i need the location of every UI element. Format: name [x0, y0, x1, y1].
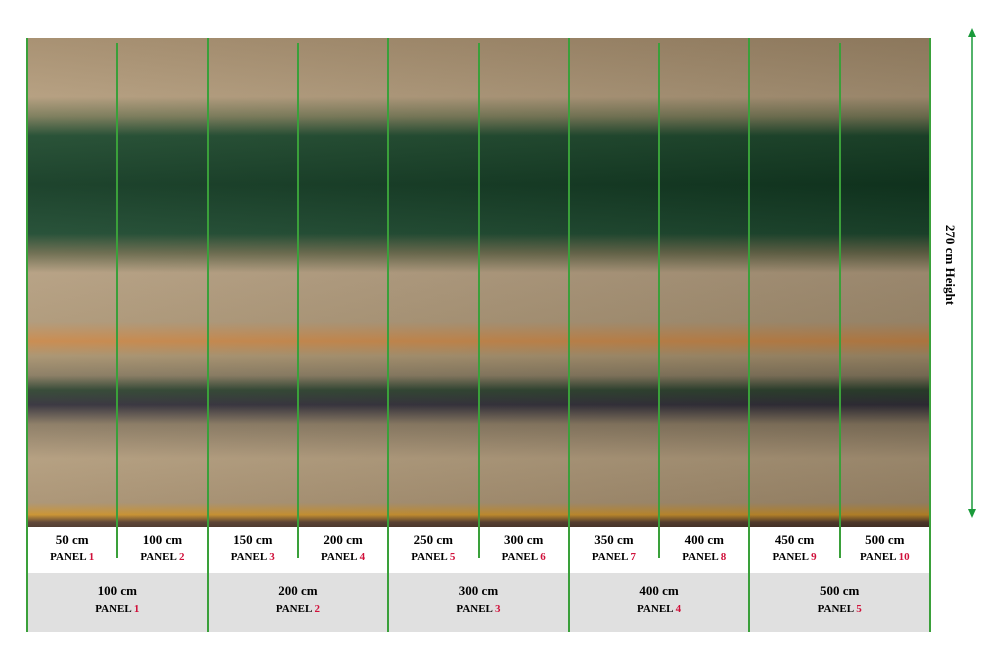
panel-number: 9: [811, 551, 817, 563]
panel-width: 400 cm: [684, 532, 724, 547]
panel-cell: 350 cm PANEL 7: [569, 527, 659, 563]
panel-cell: 450 cm PANEL 9: [749, 527, 839, 563]
panel-cell: 500 cm PANEL 5: [749, 573, 930, 615]
panel-number: 1: [88, 551, 95, 563]
height-label: 270 cm Height: [943, 224, 958, 306]
panel-label: PANEL 8: [659, 551, 749, 563]
panel-label: PANEL 1: [27, 551, 117, 563]
divider-line: [477, 43, 480, 558]
panel-label: PANEL 3: [388, 603, 569, 615]
panel-cell: 100 cm PANEL 1: [27, 573, 208, 615]
panel-number: 10: [898, 551, 910, 563]
panel-number: 3: [269, 551, 275, 563]
panel-label: PANEL 3: [208, 551, 298, 563]
panel-cell: 500 cm PANEL 10: [840, 527, 930, 563]
panel-word: PANEL: [501, 551, 538, 563]
panel-number: 2: [314, 603, 320, 615]
panel-number: 1: [133, 603, 140, 615]
panel-label: PANEL 10: [840, 551, 930, 563]
divider-line: [567, 38, 570, 632]
panel-label: PANEL 4: [298, 551, 388, 563]
panel-width: 300 cm: [503, 532, 544, 547]
divider-line: [929, 38, 931, 632]
divider-line: [748, 38, 751, 632]
panel-cell: 50 cm PANEL 1: [27, 527, 117, 563]
panel-label: PANEL 6: [479, 551, 569, 563]
panel-width: 400 cm: [639, 583, 679, 598]
panel-width: 300 cm: [458, 583, 499, 598]
panel-cell: 150 cm PANEL 3: [208, 527, 298, 563]
panel-number: 2: [179, 551, 185, 563]
small-panels-row: 50 cm PANEL 1 100 cm PANEL 2 150 cm PANEL 3 20…: [27, 527, 930, 573]
panel-word: PANEL: [95, 603, 132, 615]
panel-width: 500 cm: [820, 583, 860, 598]
panel-label: PANEL 7: [569, 551, 659, 563]
panel-cell: 300 cm PANEL 3: [388, 573, 569, 615]
panel-label: PANEL 2: [208, 603, 389, 615]
panel-number: 4: [359, 551, 366, 563]
panel-label: PANEL 1: [27, 603, 208, 615]
divider-line: [26, 38, 28, 632]
panel-width: 200 cm: [323, 532, 363, 547]
divider-line: [658, 43, 661, 558]
panel-width: 450 cm: [774, 532, 815, 547]
panel-word: PANEL: [275, 603, 312, 615]
panel-cell: 250 cm PANEL 5: [388, 527, 478, 563]
panel-width: 100 cm: [142, 532, 183, 547]
panel-word: PANEL: [456, 603, 493, 615]
panel-cell: 100 cm PANEL 2: [117, 527, 207, 563]
panel-label: PANEL 5: [388, 551, 478, 563]
panel-width: 200 cm: [278, 583, 318, 598]
panel-width: 50 cm: [55, 532, 89, 547]
panel-label: PANEL 4: [569, 603, 750, 615]
panel-width: 250 cm: [413, 532, 454, 547]
panel-width: 100 cm: [97, 583, 137, 598]
panel-label: PANEL 9: [749, 551, 839, 563]
panel-number: 7: [630, 551, 637, 563]
panel-cell: 400 cm PANEL 4: [569, 573, 750, 615]
panel-label: PANEL 5: [749, 603, 930, 615]
panel-width: 350 cm: [594, 532, 634, 547]
panel-word: PANEL: [860, 551, 896, 563]
panel-number: 8: [720, 551, 727, 563]
panel-cell: 300 cm PANEL 6: [479, 527, 569, 563]
panel-word: PANEL: [50, 551, 86, 563]
panel-number: 6: [540, 551, 546, 563]
panel-word: PANEL: [682, 551, 719, 563]
panel-cell: 200 cm PANEL 2: [208, 573, 389, 615]
panel-width: 500 cm: [865, 532, 905, 547]
divider-line: [387, 38, 390, 632]
panel-word: PANEL: [230, 551, 267, 563]
divider-line: [296, 43, 299, 558]
panel-word: PANEL: [320, 551, 357, 563]
panel-word: PANEL: [411, 551, 448, 563]
panel-cell: 400 cm PANEL 8: [659, 527, 749, 563]
panel-cell: 200 cm PANEL 4: [298, 527, 388, 563]
panel-number: 4: [675, 603, 682, 615]
divider-line: [206, 38, 209, 632]
panel-word: PANEL: [591, 551, 628, 563]
divider-line: [838, 43, 841, 558]
panel-word: PANEL: [637, 603, 673, 615]
panel-number: 5: [856, 603, 862, 615]
panel-word: PANEL: [772, 551, 809, 563]
panel-number: 5: [449, 551, 456, 563]
panel-width: 150 cm: [233, 532, 273, 547]
divider-line: [116, 43, 119, 558]
panel-word: PANEL: [140, 551, 177, 563]
panel-number: 3: [495, 603, 501, 615]
panel-word: PANEL: [817, 603, 854, 615]
panel-label: PANEL 2: [117, 551, 207, 563]
